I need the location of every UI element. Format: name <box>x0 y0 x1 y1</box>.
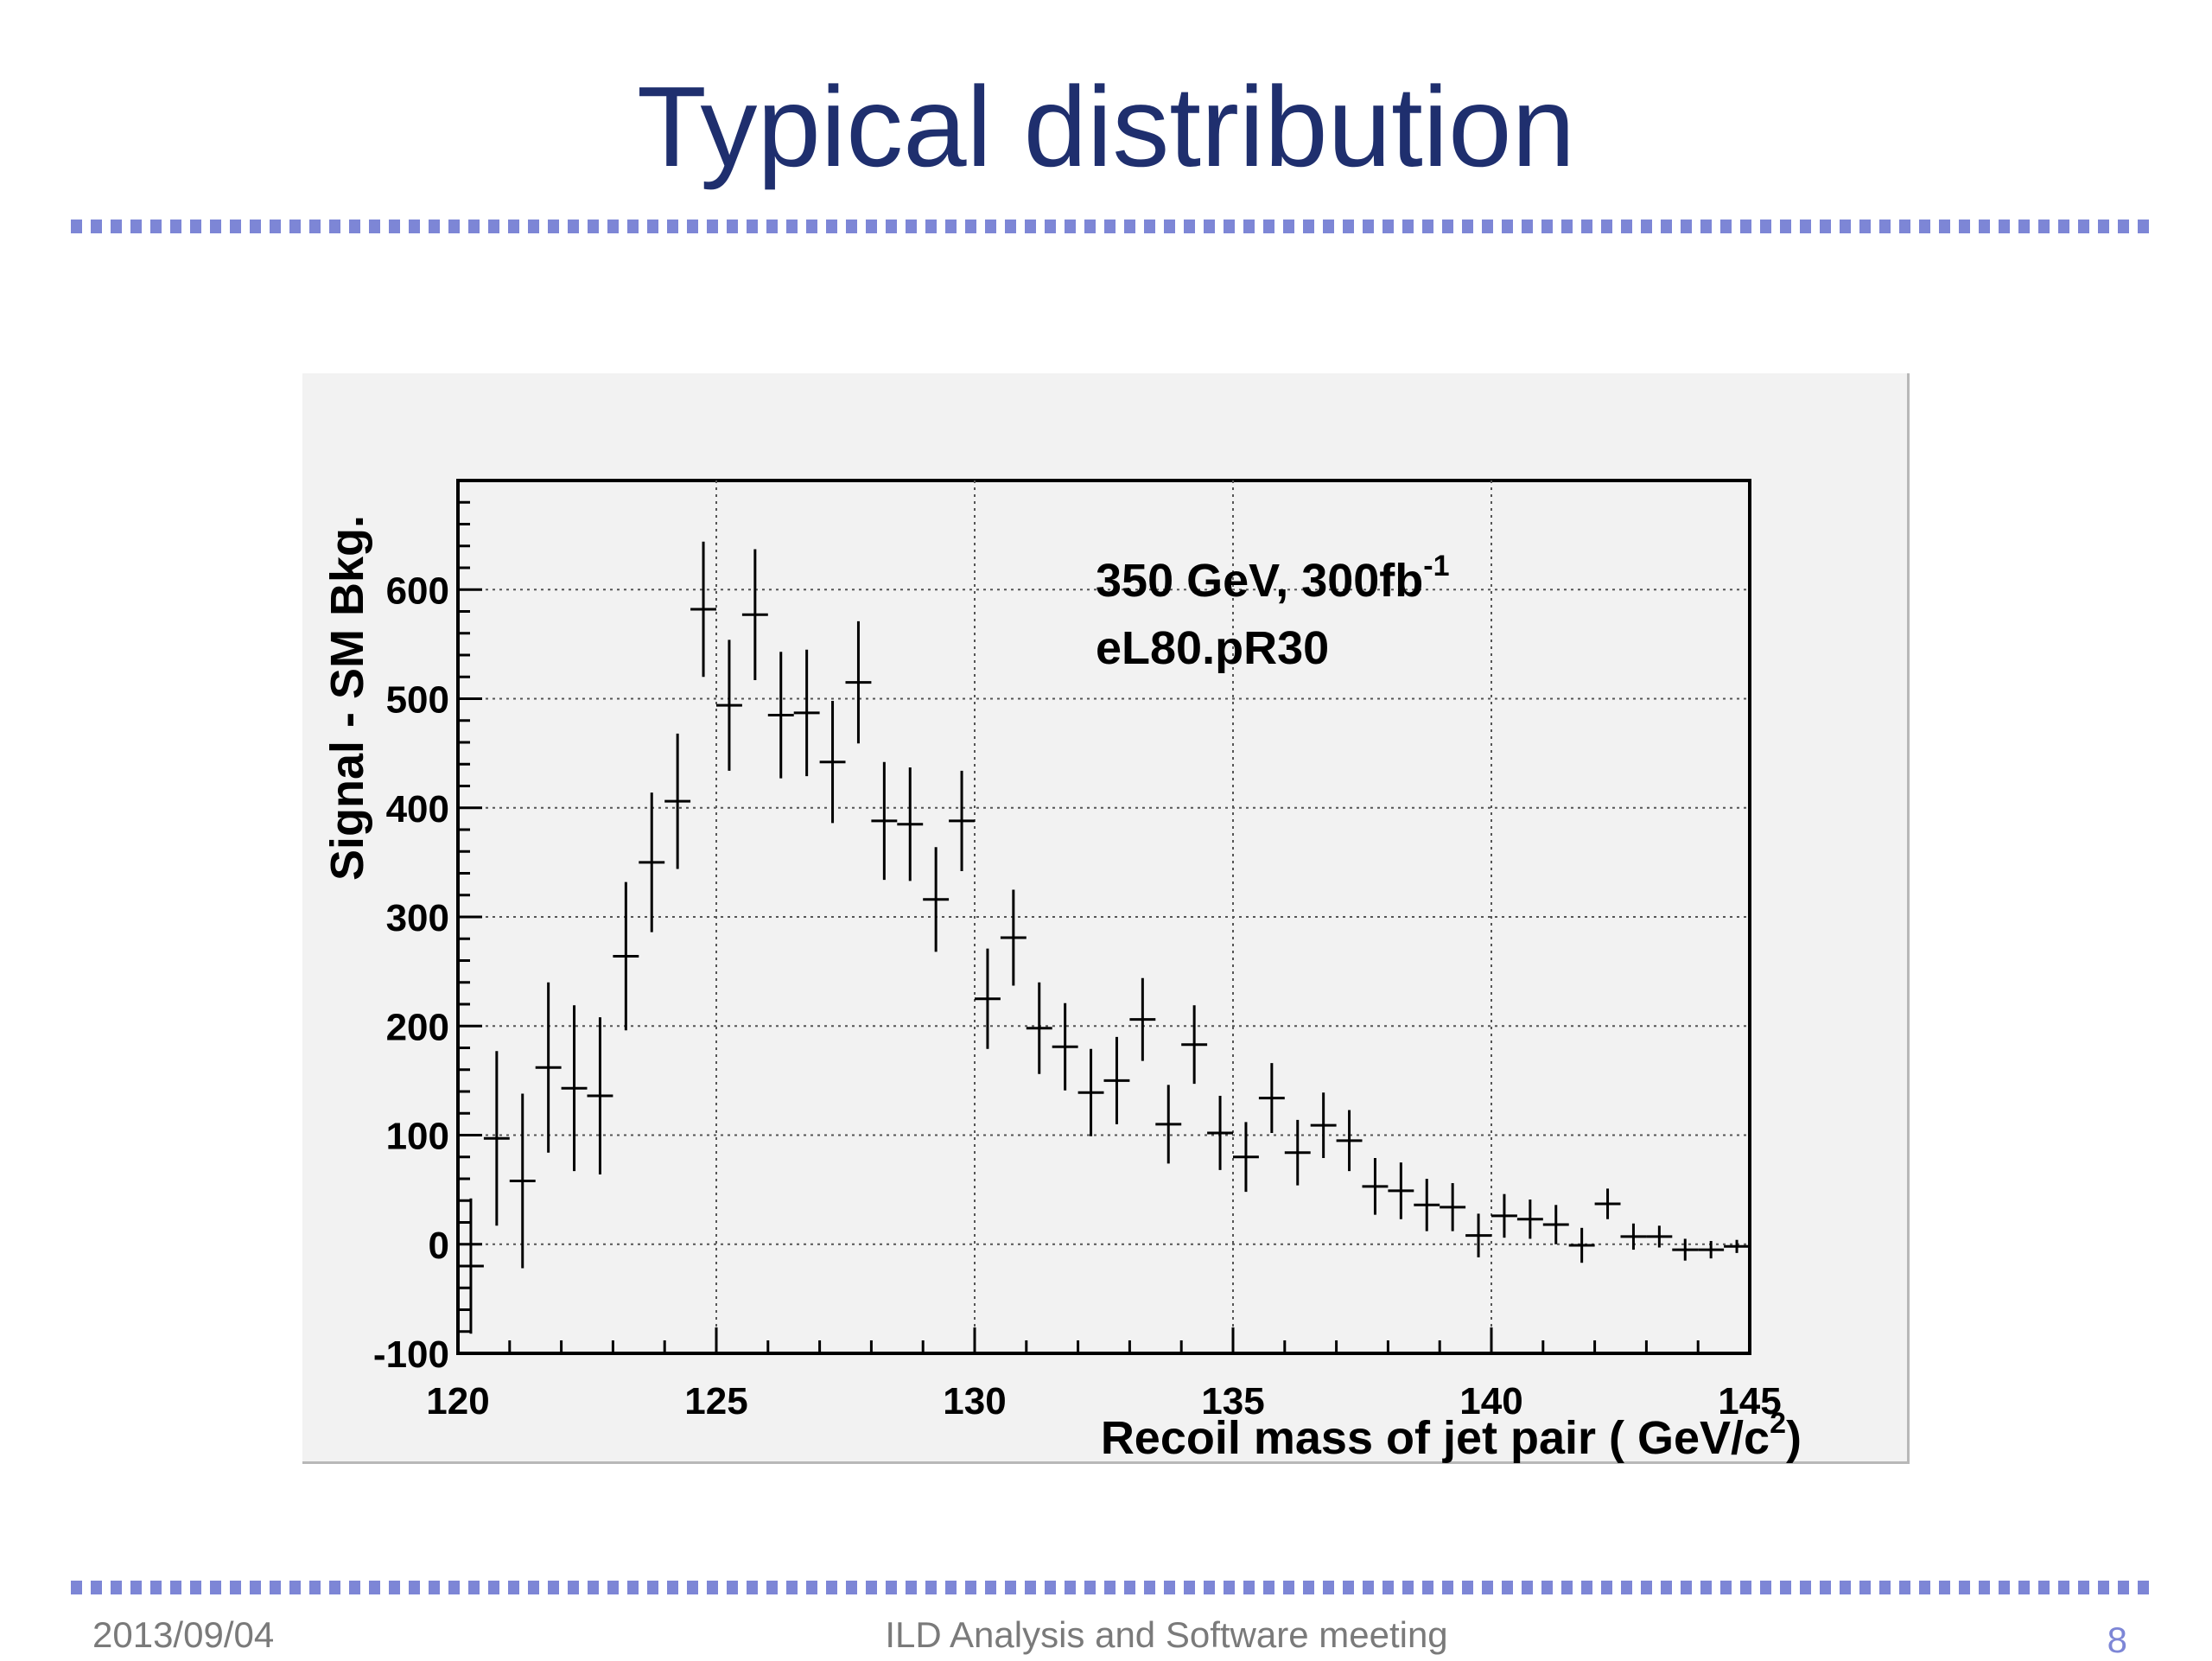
data-point <box>897 767 924 881</box>
data-point <box>1672 1238 1699 1261</box>
data-point <box>741 549 768 681</box>
annotation-energy-lumi: 350 GeV, 300fb-1 <box>1096 550 1450 607</box>
x-tick-label: 145 <box>1718 1380 1781 1422</box>
data-point <box>664 733 691 869</box>
data-point <box>1542 1205 1569 1244</box>
data-point <box>819 701 846 824</box>
y-tick-label: 200 <box>386 1006 449 1048</box>
data-point <box>1594 1188 1621 1219</box>
data-point <box>1491 1193 1517 1238</box>
data-point <box>690 541 716 678</box>
data-point <box>1310 1092 1337 1159</box>
data-point <box>1465 1213 1491 1257</box>
title-divider <box>71 220 2153 233</box>
y-tick-label: 600 <box>386 570 449 612</box>
footer-meeting-name: ILD Analysis and Software meeting <box>885 1614 1448 1655</box>
x-axis-title: Recoil mass of jet pair ( GeV/c2) <box>1101 1407 1802 1464</box>
data-point <box>1620 1223 1647 1251</box>
data-point <box>483 1051 510 1226</box>
data-point <box>458 1198 484 1334</box>
footer-divider <box>71 1581 2153 1594</box>
data-point <box>1388 1162 1414 1219</box>
data-point <box>1440 1183 1466 1231</box>
tick-labels: 120 125 130 135 140 145 -100 0 100 200 300 400 500 60… <box>373 570 1782 1422</box>
data-point <box>1414 1179 1440 1231</box>
data-point <box>1724 1239 1750 1253</box>
data-point <box>587 1017 613 1174</box>
data-point <box>1026 982 1052 1074</box>
y-axis-title: Signal - SM Bkg. <box>321 515 373 881</box>
data-point <box>1568 1227 1595 1263</box>
data-point <box>1103 1036 1130 1124</box>
data-point <box>1233 1122 1259 1193</box>
page-number: 8 <box>2107 1620 2127 1660</box>
y-tick-label: 500 <box>386 679 449 722</box>
data-point <box>639 792 665 932</box>
x-tick-label: 125 <box>684 1380 747 1422</box>
data-point <box>1646 1225 1673 1248</box>
x-tick-label: 130 <box>943 1380 1006 1422</box>
data-point <box>1207 1096 1233 1170</box>
data-point <box>1362 1158 1389 1215</box>
data-point <box>975 948 1001 1049</box>
y-tick-label: 100 <box>386 1116 449 1158</box>
data-point <box>1155 1085 1182 1164</box>
x-tick-label: 135 <box>1201 1380 1264 1422</box>
data-point <box>1698 1240 1725 1259</box>
annotation-polarization: eL80.pR30 <box>1096 622 1329 674</box>
data-points <box>458 541 1750 1334</box>
data-point <box>1336 1110 1363 1172</box>
y-tick-label: -100 <box>373 1333 449 1376</box>
x-tick-label: 140 <box>1459 1380 1522 1422</box>
y-tick-label: 300 <box>386 897 449 939</box>
slide-title: Typical distribution <box>637 63 1575 190</box>
data-point <box>716 640 742 771</box>
data-point <box>535 982 562 1153</box>
data-point <box>767 652 794 779</box>
data-point <box>509 1093 536 1269</box>
data-point <box>1077 1048 1104 1136</box>
data-point <box>793 649 820 777</box>
data-point <box>1129 977 1156 1061</box>
data-point <box>845 620 872 744</box>
data-point <box>1000 889 1027 986</box>
data-point <box>949 770 975 871</box>
y-tick-label: 400 <box>386 788 449 830</box>
data-point <box>1258 1063 1285 1133</box>
grid-lines <box>458 480 1750 1353</box>
data-point <box>1516 1199 1543 1239</box>
data-point <box>561 1005 588 1172</box>
data-point <box>923 847 950 952</box>
data-point <box>1052 1002 1078 1091</box>
data-point <box>871 761 898 881</box>
data-point <box>613 881 639 1031</box>
y-tick-label: 0 <box>429 1225 449 1267</box>
footer-date: 2013/09/04 <box>92 1614 275 1655</box>
x-tick-label: 120 <box>426 1380 489 1422</box>
data-point <box>1284 1119 1311 1186</box>
data-point <box>1181 1005 1208 1085</box>
